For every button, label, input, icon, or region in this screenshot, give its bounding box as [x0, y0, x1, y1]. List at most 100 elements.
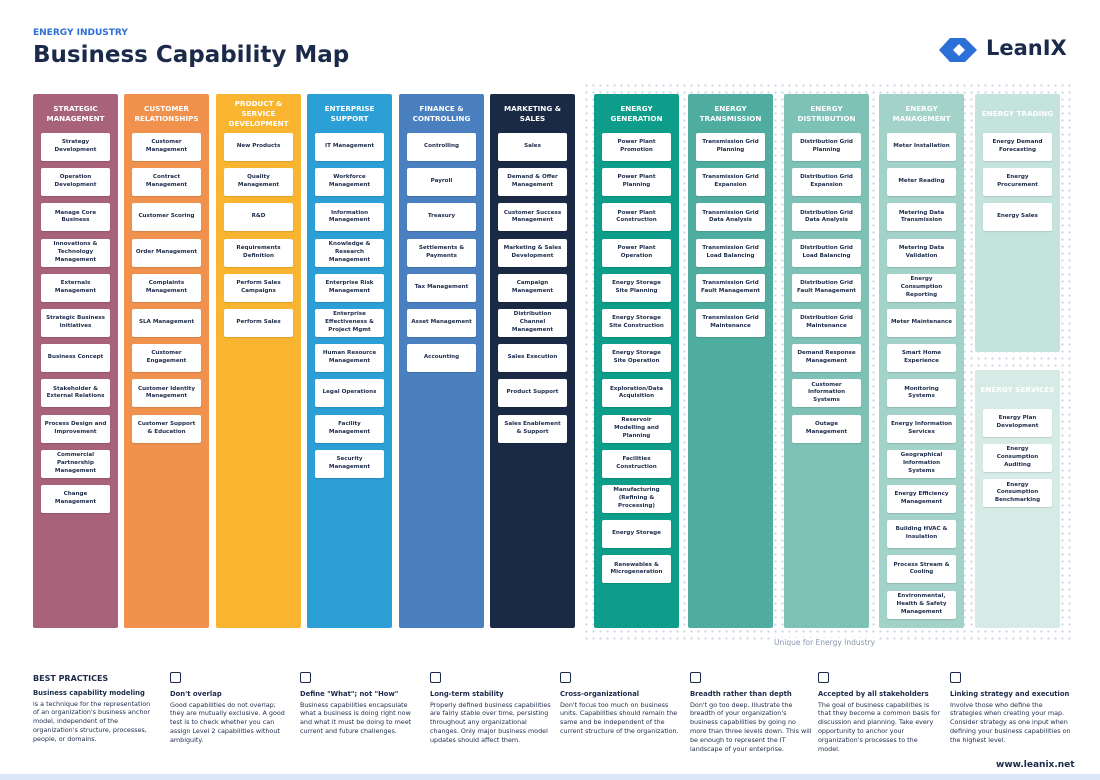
- capability: Transmission Grid Data Analysis: [696, 203, 765, 232]
- best-practice: Linking strategy and execution Involve th…: [950, 672, 1072, 745]
- capability: Requirements Definition: [224, 238, 293, 267]
- capability: Innovations & Technology Management: [41, 238, 110, 267]
- capability-column: Customer Relationships Customer Managemen…: [124, 94, 209, 628]
- bp-heading: BEST PRACTICES: [33, 674, 109, 683]
- capability: Power Plant Construction: [602, 203, 671, 232]
- capability: Distribution Grid Load Balancing: [792, 238, 861, 267]
- capability: Energy Consumption Benchmarking: [983, 479, 1052, 508]
- capability: Process Design and Improvement: [41, 414, 110, 443]
- capability: Knowledge & Research Management: [315, 238, 384, 267]
- capability: Manage Core Business: [41, 203, 110, 232]
- capability: Energy Procurement: [983, 168, 1052, 197]
- capability: Energy Efficiency Management: [887, 485, 956, 513]
- bp-text: Business capabilities encapsulate what a…: [300, 700, 412, 736]
- bp-icon: [170, 672, 181, 683]
- best-practice: Define "What"; not "How" Business capabil…: [300, 672, 422, 736]
- capability: Campaign Management: [498, 273, 567, 302]
- column-title: Enterprise Support: [324, 103, 375, 123]
- capability: Meter Reading: [887, 168, 956, 197]
- capability: Human Resource Management: [315, 344, 384, 373]
- capability: Energy Storage Site Operation: [602, 344, 671, 373]
- bp-title: Accepted by all stakeholders: [818, 690, 929, 698]
- capability: Externals Management: [41, 273, 110, 302]
- capability-column: Energy Management Meter Installation Meter…: [879, 94, 964, 628]
- capability: New Products: [224, 133, 293, 161]
- capability: Distribution Grid Fault Management: [792, 273, 861, 302]
- capability: Energy Storage Site Construction: [602, 309, 671, 337]
- capability: Monitoring Systems: [887, 379, 956, 408]
- capability: Information Management: [315, 203, 384, 232]
- column-title: Energy Trading: [981, 108, 1054, 118]
- bp-text: Good capabilities do not overlap; they a…: [170, 700, 285, 745]
- capability: Energy Consumption Reporting: [887, 273, 956, 302]
- capability: Enterprise Effectiveness & Project Mgmt: [315, 309, 384, 337]
- column-title: Strategic Management: [46, 103, 105, 123]
- capability: Customer Support & Education: [132, 414, 201, 443]
- capability: Distribution Channel Management: [498, 309, 567, 337]
- capability: Energy Storage Site Planning: [602, 273, 671, 302]
- column-title: Customer Relationships: [134, 103, 199, 123]
- capability-column: Energy Services Energy Plan Development En…: [975, 370, 1060, 628]
- capability: Meter Maintenance: [887, 309, 956, 337]
- capability: Change Management: [41, 485, 110, 513]
- bp-text: The goal of business capabilities is tha…: [818, 700, 940, 754]
- capability: Security Management: [315, 449, 384, 478]
- bp-intro: Business capability modeling is a techni…: [33, 689, 155, 744]
- capability: Distribution Grid Maintenance: [792, 309, 861, 337]
- capability: Reservoir Modelling and Planning: [602, 414, 671, 443]
- capability: Treasury: [407, 203, 476, 232]
- capability: R&D: [224, 203, 293, 232]
- subtitle: ENERGY INDUSTRY: [33, 28, 128, 38]
- capability: Outage Management: [792, 414, 861, 443]
- capability: Enterprise Risk Management: [315, 273, 384, 302]
- capability: Order Management: [132, 238, 201, 267]
- capability: Perform Sales: [224, 309, 293, 337]
- column-title: Energy Transmission: [699, 103, 762, 123]
- capability: Facilities Construction: [602, 449, 671, 478]
- capability: Tax Management: [407, 273, 476, 302]
- capability: Sales: [498, 133, 567, 161]
- capability-column: Marketing & Sales Sales Demand & Offer Man…: [490, 94, 575, 628]
- capability: Demand Response Management: [792, 344, 861, 373]
- capability: Operation Development: [41, 168, 110, 197]
- footer-url: www.leanix.net: [996, 760, 1075, 770]
- bp-text: Properly defined business capabilities a…: [430, 700, 551, 745]
- capability-column: Energy Distribution Distribution Grid Pla…: [784, 94, 869, 628]
- capability: Meter Installation: [887, 133, 956, 161]
- capability-column: Energy Trading Energy Demand Forecasting E…: [975, 94, 1060, 352]
- capability: Customer Management: [132, 133, 201, 161]
- column-title: Product & Service Development: [228, 98, 289, 129]
- capability: Commercial Partnership Management: [41, 449, 110, 478]
- capability: IT Management: [315, 133, 384, 161]
- capability: Building HVAC & Insulation: [887, 520, 956, 549]
- bp-title: Long-term stability: [430, 690, 504, 698]
- capability: Energy Demand Forecasting: [983, 133, 1052, 161]
- column-title: Energy Distribution: [797, 103, 856, 123]
- capability-column: Product & Service Development New Product…: [216, 94, 301, 628]
- capability: Manufacturing (Refining & Processing): [602, 485, 671, 513]
- capability: Customer Engagement: [132, 344, 201, 373]
- capability: Stakeholder & External Relations: [41, 379, 110, 408]
- capability: Complaints Management: [132, 273, 201, 302]
- capability: Perform Sales Campaigns: [224, 273, 293, 302]
- capability: Settlements & Payments: [407, 238, 476, 267]
- capability: Product Support: [498, 379, 567, 408]
- capability: Sales Enablement & Support: [498, 414, 567, 443]
- capability: Power Plant Planning: [602, 168, 671, 197]
- capability-column: Energy Transmission Transmission Grid Pla…: [688, 94, 773, 628]
- capability: Quality Management: [224, 168, 293, 197]
- capability: Payroll: [407, 168, 476, 197]
- bp-text: Involve those who define the strategies …: [950, 700, 1071, 745]
- bp-icon: [818, 672, 829, 683]
- bp-title: Define "What"; not "How": [300, 690, 399, 698]
- capability: Geographical Information Systems: [887, 449, 956, 478]
- best-practice: Accepted by all stakeholders The goal of …: [818, 672, 940, 754]
- bp-text: Don't go too deep. Illustrate the breadt…: [690, 700, 812, 754]
- capability: Legal Operations: [315, 379, 384, 408]
- capability: Metering Data Validation: [887, 238, 956, 267]
- capability: Accounting: [407, 344, 476, 373]
- capability: Power Plant Operation: [602, 238, 671, 267]
- capability: Asset Management: [407, 309, 476, 337]
- capability: Energy Sales: [983, 203, 1052, 232]
